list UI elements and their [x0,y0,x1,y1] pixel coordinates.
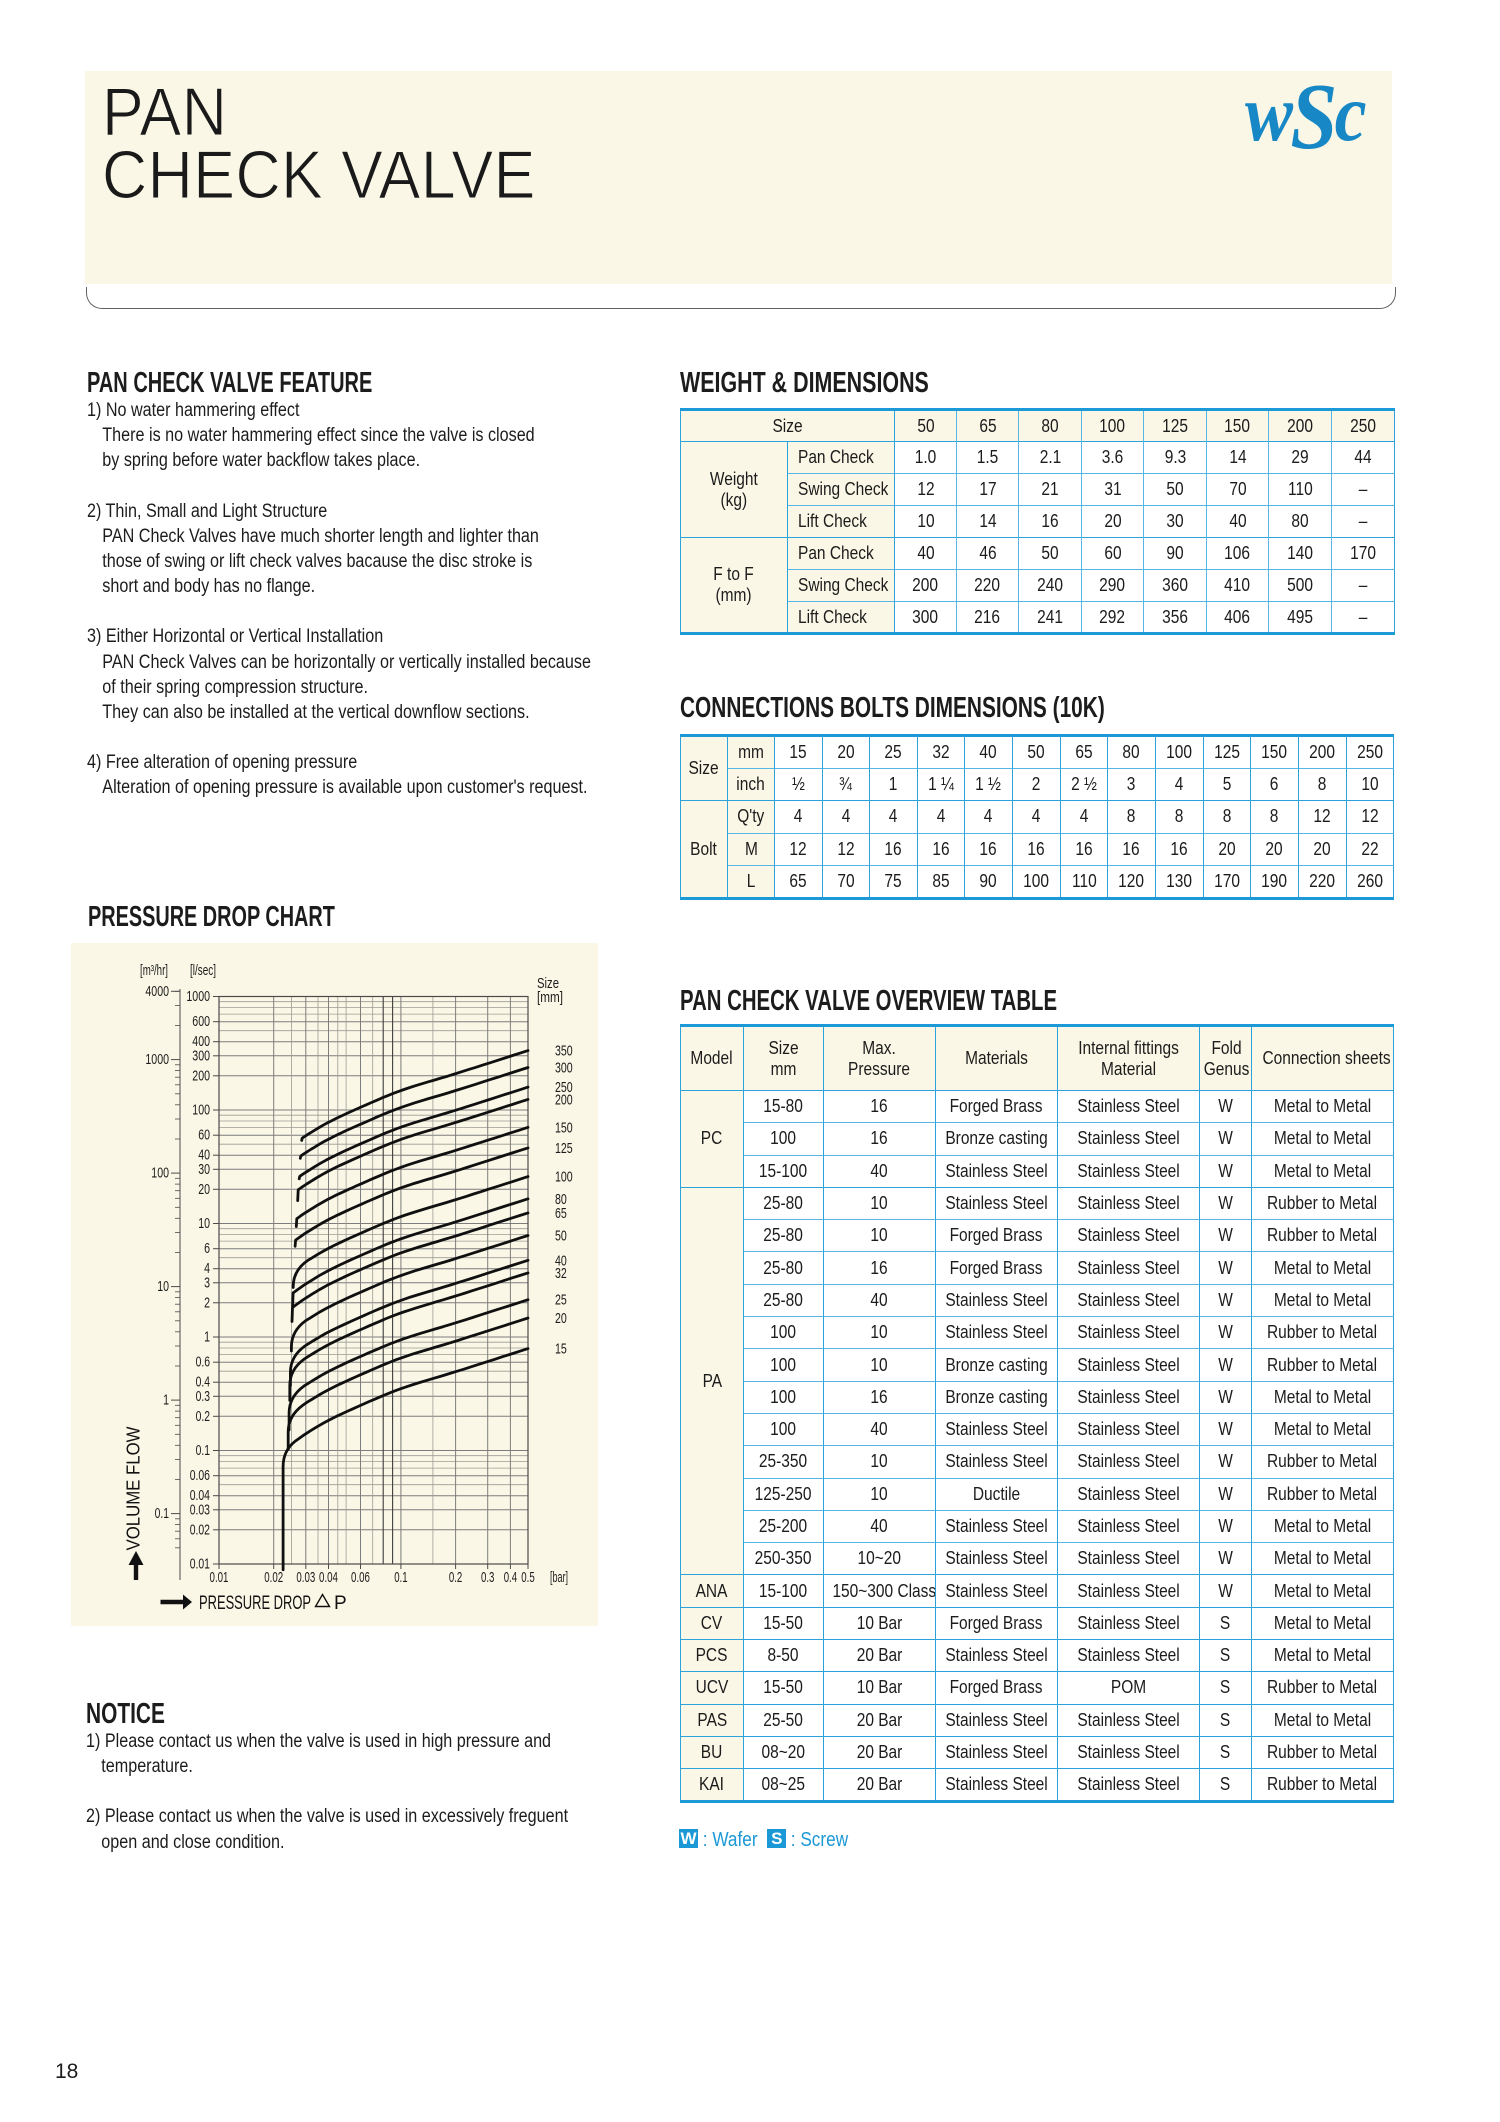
svg-text:PRESSURE DROP: PRESSURE DROP [199,1593,311,1614]
svg-text:0.06: 0.06 [351,1569,370,1586]
svg-text:80: 80 [555,1191,567,1208]
svg-text:1: 1 [204,1330,210,1346]
svg-text:15: 15 [555,1341,567,1358]
svg-text:0.6: 0.6 [196,1355,210,1371]
svg-text:[bar]: [bar] [550,1569,568,1586]
svg-text:20: 20 [555,1310,567,1327]
svg-text:[m³/hr]: [m³/hr] [140,963,168,979]
svg-text:0.1: 0.1 [394,1569,407,1586]
svg-text:[mm]: [mm] [537,990,563,1006]
svg-text:100: 100 [555,1169,573,1186]
svg-text:300: 300 [192,1048,210,1064]
svg-text:0.02: 0.02 [264,1569,283,1586]
svg-text:0.4: 0.4 [504,1569,517,1586]
svg-text:40: 40 [198,1148,210,1164]
svg-text:150: 150 [555,1119,573,1136]
svg-text:60: 60 [198,1128,210,1144]
svg-text:600: 600 [192,1014,210,1030]
svg-text:3: 3 [204,1275,210,1291]
svg-text:1000: 1000 [145,1052,169,1068]
svg-text:0.03: 0.03 [190,1502,210,1518]
svg-text:1000: 1000 [186,989,210,1005]
svg-text:10: 10 [198,1216,210,1232]
svg-text:125: 125 [555,1140,573,1157]
svg-text:200: 200 [555,1091,573,1108]
svg-text:32: 32 [555,1265,567,1282]
svg-text:100: 100 [192,1103,210,1119]
svg-text:10: 10 [157,1279,169,1295]
svg-text:65: 65 [555,1205,567,1222]
svg-text:30: 30 [198,1162,210,1178]
svg-text:0.5: 0.5 [521,1569,534,1586]
svg-text:20: 20 [198,1182,210,1198]
svg-text:250: 250 [555,1079,573,1096]
svg-text:0.06: 0.06 [190,1468,210,1484]
svg-text:200: 200 [192,1068,210,1084]
svg-text:40: 40 [555,1252,567,1269]
svg-text:0.4: 0.4 [196,1375,210,1391]
svg-text:0.01: 0.01 [190,1557,210,1573]
svg-text:0.1: 0.1 [196,1443,210,1459]
svg-text:1: 1 [163,1393,169,1409]
svg-text:P: P [334,1593,347,1614]
svg-text:VOLUME FLOW: VOLUME FLOW [124,1426,144,1550]
svg-text:0.04: 0.04 [319,1569,338,1586]
svg-text:0.04: 0.04 [190,1488,210,1504]
svg-text:0.3: 0.3 [481,1569,494,1586]
svg-text:4000: 4000 [145,984,169,1000]
svg-text:350: 350 [555,1043,573,1060]
svg-text:0.1: 0.1 [155,1506,169,1522]
svg-text:[l/sec]: [l/sec] [190,963,216,979]
svg-text:50: 50 [555,1228,567,1245]
svg-text:0.2: 0.2 [196,1409,210,1425]
svg-text:25: 25 [555,1292,567,1309]
svg-text:300: 300 [555,1060,573,1077]
svg-text:400: 400 [192,1034,210,1050]
svg-text:0.3: 0.3 [196,1389,210,1405]
svg-text:2: 2 [204,1295,210,1311]
svg-text:4: 4 [204,1261,210,1277]
svg-text:100: 100 [151,1166,169,1182]
svg-text:0.03: 0.03 [296,1569,315,1586]
svg-text:Size: Size [537,976,559,992]
svg-text:0.01: 0.01 [210,1569,229,1586]
svg-text:0.2: 0.2 [449,1569,462,1586]
svg-text:0.02: 0.02 [190,1522,210,1538]
svg-text:6: 6 [204,1241,210,1257]
